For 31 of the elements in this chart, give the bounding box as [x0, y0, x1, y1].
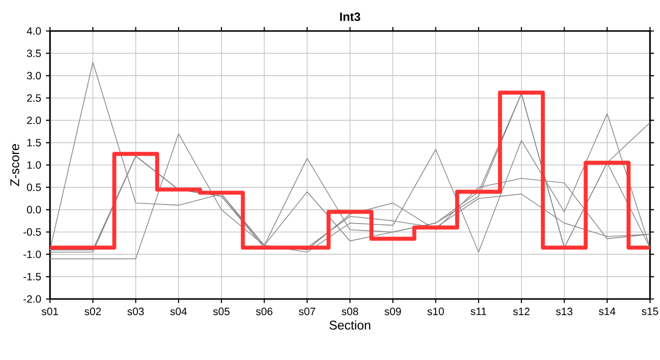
- x-tick-label: s15: [642, 308, 658, 316]
- x-tick-label: s03: [127, 308, 144, 316]
- x-tick-label: s09: [384, 308, 401, 316]
- y-tick-label: 0.0: [26, 206, 41, 214]
- y-tick-label: -0.5: [23, 228, 41, 236]
- y-tick-label: 0.5: [26, 184, 41, 192]
- y-tick-label: 4.0: [26, 27, 41, 35]
- x-tick-label: s01: [42, 308, 58, 316]
- x-tick-label: s12: [513, 308, 530, 316]
- y-tick-label: 2.0: [27, 116, 41, 124]
- y-tick-label: -2.0: [23, 295, 41, 303]
- y-tick-label: 3.0: [26, 72, 41, 80]
- x-tick-label: s10: [427, 308, 444, 316]
- x-tick-label: s14: [598, 308, 616, 316]
- x-tick-label: s07: [298, 308, 316, 316]
- x-tick-label: s13: [556, 308, 572, 316]
- x-axis-title: Section: [330, 320, 370, 330]
- y-axis-title: Z-score: [10, 144, 20, 186]
- x-tick-label: s02: [84, 308, 101, 316]
- y-tick-label: 3.5: [26, 50, 41, 58]
- y-tick-label: 2.5: [27, 94, 41, 102]
- x-tick-label: s08: [342, 308, 358, 316]
- x-tick-label: s04: [170, 308, 187, 316]
- y-tick-label: -1.0: [23, 250, 41, 258]
- x-tick-label: s11: [470, 308, 486, 316]
- y-tick-label: 1.0: [27, 161, 41, 169]
- x-tick-label: s06: [256, 308, 272, 316]
- x-tick-label: s05: [213, 308, 230, 316]
- chart-title: Int3: [340, 12, 360, 21]
- y-tick-label: 1.5: [27, 138, 41, 146]
- y-tick-label: -1.5: [23, 272, 41, 280]
